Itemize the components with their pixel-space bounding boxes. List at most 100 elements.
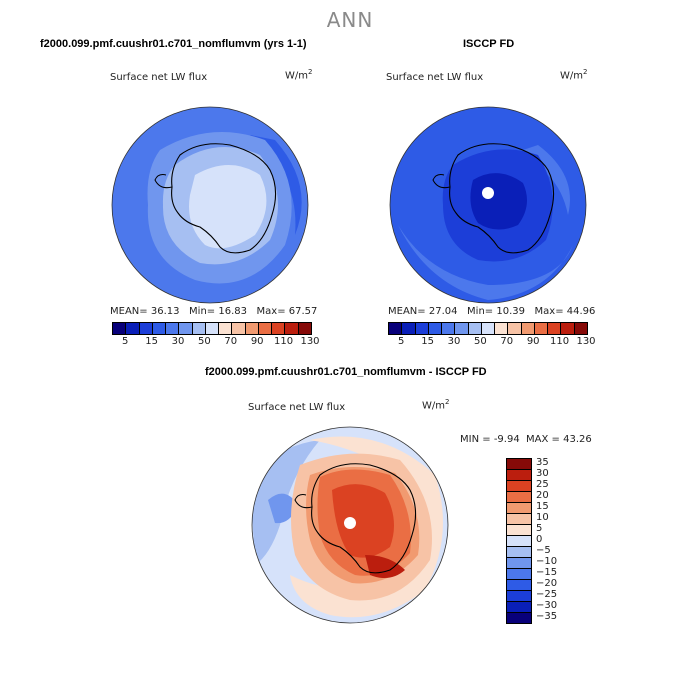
colorbar-tick-label: 0 <box>536 534 543 545</box>
colorbar-swatch <box>507 536 531 547</box>
colorbar-swatch <box>468 323 482 334</box>
model-map-border <box>111 106 309 304</box>
model-colorbar-labels: 5 15 30 50 70 90 110 130 <box>112 336 320 348</box>
colorbar-tick-label: 70 <box>224 336 238 347</box>
obs-pole-hole <box>482 187 494 199</box>
colorbar-tick-label: 110 <box>550 336 570 347</box>
obs-subtitle: Surface net LW flux <box>386 72 484 83</box>
colorbar-tick-label: −5 <box>536 544 551 556</box>
obs-contour-mid-2 <box>508 145 570 215</box>
colorbar-swatch <box>415 323 429 334</box>
diff-panel-title: f2000.099.pmf.cuushr01.c701_nomflumvm - … <box>205 366 487 378</box>
diff-contour-neg-2 <box>268 493 298 524</box>
colorbar-tick-label: 90 <box>250 336 264 347</box>
obs-colorbar-labels: 5 15 30 50 70 90 110 130 <box>388 336 596 348</box>
colorbar-tick-label: 30 <box>536 468 549 480</box>
colorbar-swatch <box>113 323 127 334</box>
model-polar-map <box>111 106 309 304</box>
diff-colorbar <box>506 458 532 624</box>
colorbar-tick-label: 35 <box>536 457 549 469</box>
colorbar-swatch <box>521 323 535 334</box>
colorbar-swatch <box>442 323 456 334</box>
model-panel-title: f2000.099.pmf.cuushr01.c701_nomflumvm (y… <box>40 38 307 50</box>
diff-peninsula <box>294 494 313 509</box>
obs-polar-map <box>389 106 587 304</box>
obs-coastline <box>449 143 555 254</box>
colorbar-tick-label: 5 <box>122 336 129 347</box>
colorbar-swatch <box>258 323 273 334</box>
colorbar-swatch <box>402 323 416 334</box>
colorbar-swatch <box>508 323 522 334</box>
colorbar-tick-label: 10 <box>536 512 549 524</box>
diff-contour-pos-5 <box>332 484 394 558</box>
colorbar-swatch <box>272 323 286 334</box>
colorbar-swatch <box>548 323 562 334</box>
colorbar-swatch <box>152 323 167 334</box>
obs-stats: MEAN= 27.04 Min= 10.39 Max= 44.96 <box>388 306 596 317</box>
diff-polar-map <box>251 426 449 624</box>
colorbar-tick-label: 15 <box>421 336 434 347</box>
colorbar-swatch <box>205 323 220 334</box>
colorbar-swatch <box>192 323 206 334</box>
colorbar-swatch <box>166 323 180 334</box>
colorbar-swatch <box>507 602 531 613</box>
diff-pole-hole <box>344 517 356 529</box>
colorbar-swatch <box>219 323 233 334</box>
colorbar-tick-label: 50 <box>474 336 487 347</box>
colorbar-swatch <box>574 323 587 334</box>
diff-colorbar-labels: 35 30 25 20 15 10 5 0 −5 −10 −15 −20 −25 −30 −35 <box>536 457 576 624</box>
colorbar-swatch <box>507 470 531 481</box>
diff-stats: MIN = -9.94 MAX = 43.26 <box>460 434 592 445</box>
colorbar-swatch <box>507 492 531 503</box>
diff-units: W/m2 <box>422 398 450 412</box>
model-stats: MEAN= 36.13 Min= 16.83 Max= 67.57 <box>110 306 318 317</box>
colorbar-swatch <box>507 459 531 470</box>
colorbar-swatch <box>298 323 311 334</box>
colorbar-swatch <box>534 323 549 334</box>
colorbar-swatch <box>139 323 153 334</box>
colorbar-swatch <box>507 569 531 580</box>
obs-peninsula <box>432 174 451 189</box>
colorbar-swatch <box>389 323 403 334</box>
colorbar-tick-label: 15 <box>536 501 549 513</box>
diff-map-border <box>251 426 449 624</box>
colorbar-tick-label: 130 <box>300 336 320 347</box>
colorbar-swatch <box>428 323 443 334</box>
colorbar-tick-label: 20 <box>536 490 549 502</box>
obs-colorbar <box>388 322 588 335</box>
colorbar-swatch <box>481 323 496 334</box>
colorbar-tick-label: 5 <box>536 523 543 535</box>
colorbar-swatch <box>507 558 531 569</box>
colorbar-swatch <box>507 514 531 525</box>
colorbar-tick-label: 5 <box>398 336 405 347</box>
colorbar-tick-label: 25 <box>536 479 549 491</box>
colorbar-tick-label: 30 <box>447 336 461 347</box>
colorbar-swatch <box>285 323 299 334</box>
colorbar-tick-label: 90 <box>526 336 540 347</box>
obs-map-border <box>389 106 587 304</box>
model-coastline <box>171 143 277 254</box>
colorbar-tick-label: 70 <box>500 336 514 347</box>
colorbar-tick-label: −35 <box>536 610 558 622</box>
colorbar-tick-label: −30 <box>536 599 558 611</box>
colorbar-swatch <box>245 323 259 334</box>
model-units: W/m2 <box>285 68 313 82</box>
colorbar-tick-label: 50 <box>198 336 211 347</box>
obs-units: W/m2 <box>560 68 588 82</box>
colorbar-swatch <box>561 323 575 334</box>
model-contour-low-2 <box>250 135 302 235</box>
diff-subtitle: Surface net LW flux <box>248 402 346 413</box>
obs-contour-lowest <box>470 173 527 230</box>
colorbar-tick-label: 110 <box>274 336 294 347</box>
model-colorbar <box>112 322 312 335</box>
colorbar-swatch <box>507 481 531 492</box>
colorbar-swatch <box>507 547 531 558</box>
colorbar-tick-label: −20 <box>536 577 558 589</box>
model-contour-plateau <box>189 165 267 249</box>
colorbar-tick-label: −15 <box>536 566 558 578</box>
colorbar-swatch <box>507 503 531 514</box>
model-subtitle: Surface net LW flux <box>110 72 208 83</box>
colorbar-swatch <box>507 525 531 536</box>
colorbar-tick-label: 15 <box>145 336 158 347</box>
main-title: ANN <box>326 8 374 32</box>
